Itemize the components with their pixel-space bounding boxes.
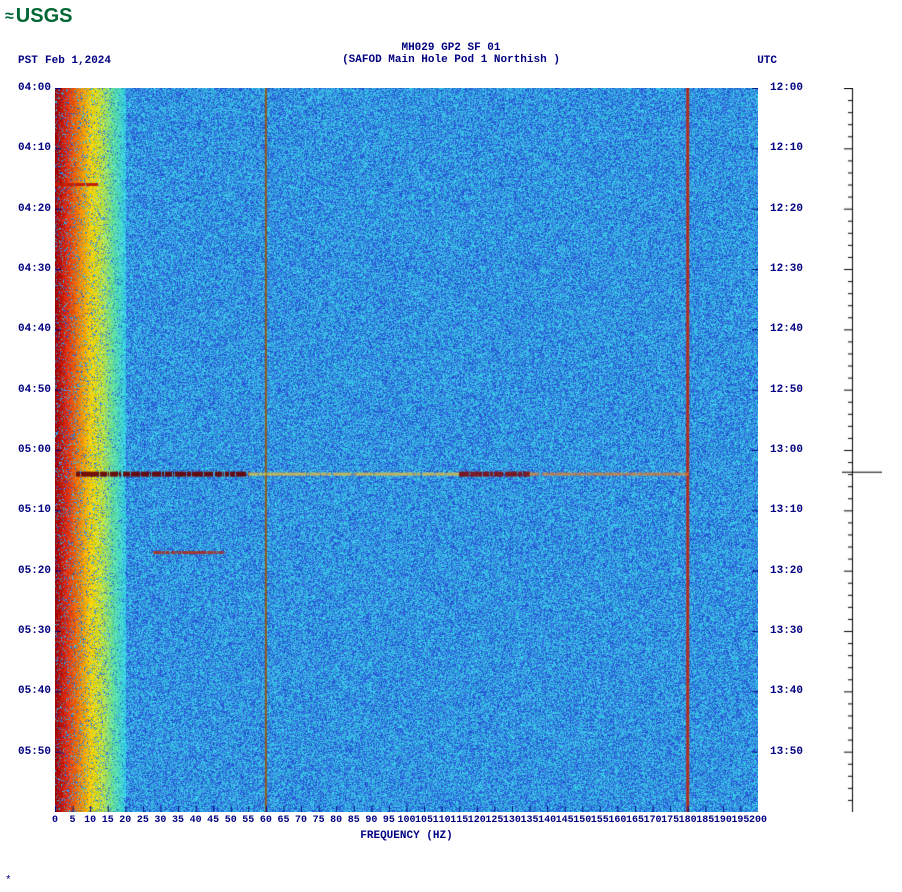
y-right-tick: 12:40 [770, 323, 803, 335]
date-label: Feb 1,2024 [45, 55, 111, 67]
x-tick: 185 [696, 815, 714, 826]
x-tick: 155 [591, 815, 609, 826]
y-left-tick: 05:20 [18, 565, 51, 577]
x-tick: 150 [573, 815, 591, 826]
usgs-logo: ≈ USGS [5, 5, 72, 28]
y-right-tick: 12:20 [770, 203, 803, 215]
x-tick: 175 [661, 815, 679, 826]
x-tick: 165 [626, 815, 644, 826]
x-tick: 200 [749, 815, 767, 826]
x-tick: 105 [415, 815, 433, 826]
logo-wave-icon: ≈ [5, 8, 14, 26]
x-tick: 95 [383, 815, 395, 826]
y-right-tick: 13:30 [770, 625, 803, 637]
x-tick: 85 [348, 815, 360, 826]
x-tick: 70 [295, 815, 307, 826]
x-tick: 115 [450, 815, 468, 826]
spectrogram-canvas [55, 88, 758, 812]
y-right-tick: 13:40 [770, 685, 803, 697]
footer-mark: * [5, 875, 12, 887]
x-tick: 110 [433, 815, 451, 826]
x-tick: 130 [503, 815, 521, 826]
x-tick: 120 [468, 815, 486, 826]
y-right-tick: 12:10 [770, 142, 803, 154]
x-axis-label: FREQUENCY (HZ) [55, 830, 758, 842]
y-right-tick: 13:20 [770, 565, 803, 577]
left-timezone-label: PST [18, 55, 38, 67]
y-right-tick: 13:50 [770, 746, 803, 758]
right-scale-canvas [842, 88, 882, 812]
x-tick: 140 [538, 815, 556, 826]
y-right-tick: 12:00 [770, 82, 803, 94]
x-tick: 20 [119, 815, 131, 826]
y-right-tick: 12:50 [770, 384, 803, 396]
y-left-tick: 05:10 [18, 504, 51, 516]
y-right-tick: 12:30 [770, 263, 803, 275]
x-tick: 10 [84, 815, 96, 826]
x-tick: 5 [70, 815, 76, 826]
x-tick: 35 [172, 815, 184, 826]
logo-text: USGS [16, 5, 73, 28]
x-tick: 195 [731, 815, 749, 826]
x-tick: 25 [137, 815, 149, 826]
x-tick: 190 [714, 815, 732, 826]
x-tick: 145 [556, 815, 574, 826]
y-right-tick: 13:00 [770, 444, 803, 456]
x-tick: 170 [644, 815, 662, 826]
x-tick: 160 [608, 815, 626, 826]
y-left-tick: 04:00 [18, 82, 51, 94]
x-axis-ticks: 0510152025303540455055606570758085909510… [55, 815, 758, 830]
x-tick: 180 [679, 815, 697, 826]
y-left-tick: 05:40 [18, 685, 51, 697]
x-tick: 45 [207, 815, 219, 826]
x-tick: 125 [485, 815, 503, 826]
right-amplitude-scale [842, 88, 882, 812]
x-tick: 0 [52, 815, 58, 826]
x-tick: 30 [154, 815, 166, 826]
x-tick: 100 [397, 815, 415, 826]
y-left-tick: 04:50 [18, 384, 51, 396]
y-left-tick: 05:30 [18, 625, 51, 637]
x-tick: 40 [190, 815, 202, 826]
x-tick: 15 [102, 815, 114, 826]
y-left-tick: 04:10 [18, 142, 51, 154]
x-tick: 55 [242, 815, 254, 826]
y-left-tick: 04:20 [18, 203, 51, 215]
title-line-1: MH029 GP2 SF 01 [0, 42, 902, 54]
x-tick: 65 [277, 815, 289, 826]
y-left-tick: 04:30 [18, 263, 51, 275]
x-tick: 75 [313, 815, 325, 826]
y-right-tick: 13:10 [770, 504, 803, 516]
spectrogram-plot [55, 88, 758, 812]
y-left-tick: 05:50 [18, 746, 51, 758]
right-timezone-label: UTC [757, 55, 777, 67]
y-left-tick: 04:40 [18, 323, 51, 335]
x-tick: 50 [225, 815, 237, 826]
y-left-tick: 05:00 [18, 444, 51, 456]
x-tick: 80 [330, 815, 342, 826]
x-tick: 60 [260, 815, 272, 826]
x-tick: 90 [365, 815, 377, 826]
x-tick: 135 [521, 815, 539, 826]
